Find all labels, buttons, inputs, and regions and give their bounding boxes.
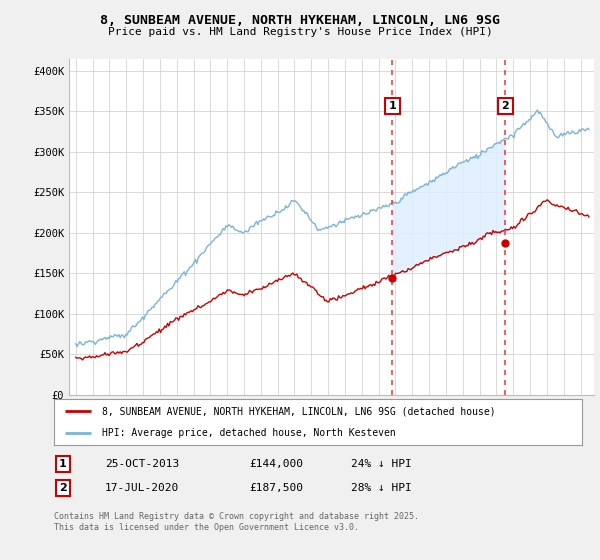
Text: 2: 2	[59, 483, 67, 493]
Text: Contains HM Land Registry data © Crown copyright and database right 2025.
This d: Contains HM Land Registry data © Crown c…	[54, 512, 419, 532]
Text: HPI: Average price, detached house, North Kesteven: HPI: Average price, detached house, Nort…	[101, 428, 395, 438]
Text: 24% ↓ HPI: 24% ↓ HPI	[351, 459, 412, 469]
Text: Price paid vs. HM Land Registry's House Price Index (HPI): Price paid vs. HM Land Registry's House …	[107, 27, 493, 37]
Text: 28% ↓ HPI: 28% ↓ HPI	[351, 483, 412, 493]
Text: 8, SUNBEAM AVENUE, NORTH HYKEHAM, LINCOLN, LN6 9SG (detached house): 8, SUNBEAM AVENUE, NORTH HYKEHAM, LINCOL…	[101, 406, 495, 416]
Text: 1: 1	[59, 459, 67, 469]
Text: 1: 1	[389, 101, 396, 111]
Text: £144,000: £144,000	[249, 459, 303, 469]
Text: 17-JUL-2020: 17-JUL-2020	[105, 483, 179, 493]
Text: 8, SUNBEAM AVENUE, NORTH HYKEHAM, LINCOLN, LN6 9SG: 8, SUNBEAM AVENUE, NORTH HYKEHAM, LINCOL…	[100, 14, 500, 27]
Text: 25-OCT-2013: 25-OCT-2013	[105, 459, 179, 469]
Text: 2: 2	[502, 101, 509, 111]
Text: £187,500: £187,500	[249, 483, 303, 493]
